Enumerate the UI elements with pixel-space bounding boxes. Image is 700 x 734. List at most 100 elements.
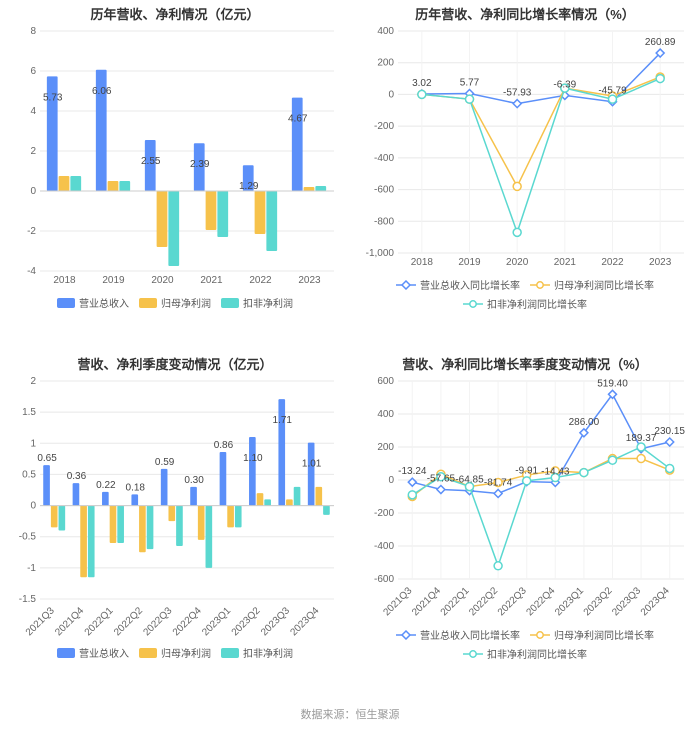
legend-swatch bbox=[530, 280, 550, 290]
legend-swatch bbox=[396, 280, 416, 290]
legend-br: 营业总收入同比增长率 归母净利润同比增长率扣非净利润同比增长率 bbox=[354, 627, 696, 661]
svg-text:2021Q4: 2021Q4 bbox=[53, 605, 86, 638]
svg-text:1.10: 1.10 bbox=[243, 453, 263, 464]
legend-label: 扣非净利润同比增长率 bbox=[487, 646, 587, 661]
svg-text:0.5: 0.5 bbox=[22, 469, 36, 480]
legend-label: 营业总收入同比增长率 bbox=[420, 277, 520, 292]
svg-text:2022Q2: 2022Q2 bbox=[112, 605, 145, 638]
svg-text:2022Q4: 2022Q4 bbox=[524, 585, 557, 618]
panel-quarterly-growth: 营收、净利同比增长率季度变动情况（%） -600-400-20002004006… bbox=[350, 350, 700, 700]
svg-text:-400: -400 bbox=[374, 541, 394, 552]
legend-swatch bbox=[221, 298, 239, 308]
svg-text:0.18: 0.18 bbox=[126, 482, 146, 493]
legend-item: 营业总收入 bbox=[57, 645, 129, 660]
legend-label: 归母净利润同比增长率 bbox=[554, 627, 654, 642]
chart-tr: -1,000-800-600-400-200020040020182019202… bbox=[354, 25, 696, 275]
legend-label: 营业总收入 bbox=[79, 645, 129, 660]
chart-bl: -1.5-1-0.500.511.522021Q32021Q42022Q1202… bbox=[4, 375, 346, 643]
svg-text:0.22: 0.22 bbox=[96, 480, 116, 491]
data-source-footer: 数据来源：恒生聚源 bbox=[0, 700, 700, 722]
svg-text:1.5: 1.5 bbox=[22, 407, 36, 418]
legend-swatch bbox=[221, 648, 239, 658]
legend-item: 扣非净利润 bbox=[221, 645, 293, 660]
svg-text:2022Q3: 2022Q3 bbox=[141, 605, 174, 638]
svg-text:-9.91: -9.91 bbox=[515, 466, 538, 477]
svg-text:2019: 2019 bbox=[458, 257, 481, 268]
svg-text:-600: -600 bbox=[374, 574, 394, 585]
panel-annual-growth: 历年营收、净利同比增长率情况（%） -1,000-800-600-400-200… bbox=[350, 0, 700, 350]
svg-text:2020: 2020 bbox=[151, 275, 174, 286]
legend-item: 归母净利润同比增长率 bbox=[530, 627, 654, 642]
legend-item: 扣非净利润 bbox=[221, 295, 293, 310]
svg-text:2023Q4: 2023Q4 bbox=[288, 605, 321, 638]
svg-text:0.30: 0.30 bbox=[184, 475, 204, 486]
svg-text:-2: -2 bbox=[27, 226, 36, 237]
svg-text:1.01: 1.01 bbox=[302, 459, 322, 470]
legend-label: 扣非净利润 bbox=[243, 295, 293, 310]
svg-text:2023Q2: 2023Q2 bbox=[582, 585, 615, 618]
legend-label: 归母净利润同比增长率 bbox=[554, 277, 654, 292]
legend-label: 扣非净利润同比增长率 bbox=[487, 296, 587, 311]
svg-text:0.59: 0.59 bbox=[155, 457, 175, 468]
svg-text:-81.74: -81.74 bbox=[484, 477, 513, 488]
svg-text:5.77: 5.77 bbox=[460, 78, 480, 89]
svg-text:-4: -4 bbox=[27, 266, 36, 277]
panel-title: 营收、净利季度变动情况（亿元） bbox=[4, 354, 346, 373]
svg-text:2023Q3: 2023Q3 bbox=[610, 585, 643, 618]
legend-swatch bbox=[57, 648, 75, 658]
svg-text:2022Q1: 2022Q1 bbox=[83, 605, 116, 638]
legend-tr: 营业总收入同比增长率 归母净利润同比增长率扣非净利润同比增长率 bbox=[354, 277, 696, 311]
svg-text:2021Q3: 2021Q3 bbox=[381, 585, 414, 618]
svg-text:400: 400 bbox=[377, 26, 394, 37]
legend-swatch bbox=[57, 298, 75, 308]
panel-annual-revenue: 历年营收、净利情况（亿元） -4-20246820182019202020212… bbox=[0, 0, 350, 350]
svg-text:2022Q2: 2022Q2 bbox=[467, 585, 500, 618]
legend-item: 营业总收入 bbox=[57, 295, 129, 310]
svg-text:2022Q4: 2022Q4 bbox=[171, 605, 204, 638]
svg-text:2023Q2: 2023Q2 bbox=[230, 605, 263, 638]
svg-text:0: 0 bbox=[30, 186, 36, 197]
legend-item: 归母净利润 bbox=[139, 645, 211, 660]
legend-label: 归母净利润 bbox=[161, 645, 211, 660]
legend-swatch bbox=[530, 630, 550, 640]
svg-text:200: 200 bbox=[377, 442, 394, 453]
svg-text:0: 0 bbox=[388, 89, 394, 100]
svg-text:2: 2 bbox=[30, 146, 36, 157]
svg-text:2022Q3: 2022Q3 bbox=[496, 585, 529, 618]
panel-quarterly-revenue: 营收、净利季度变动情况（亿元） -1.5-1-0.500.511.522021Q… bbox=[0, 350, 350, 700]
svg-text:-800: -800 bbox=[374, 216, 394, 227]
svg-text:2018: 2018 bbox=[411, 257, 434, 268]
svg-text:4.67: 4.67 bbox=[288, 114, 308, 125]
svg-text:2021: 2021 bbox=[554, 257, 577, 268]
svg-text:260.89: 260.89 bbox=[645, 37, 676, 48]
svg-text:2: 2 bbox=[30, 376, 36, 387]
svg-text:2.39: 2.39 bbox=[190, 159, 210, 170]
svg-text:2021: 2021 bbox=[200, 275, 223, 286]
svg-text:-1.5: -1.5 bbox=[19, 594, 37, 605]
svg-text:286.00: 286.00 bbox=[569, 417, 600, 428]
legend-swatch bbox=[396, 630, 416, 640]
svg-text:-57.65: -57.65 bbox=[427, 474, 456, 485]
svg-text:0.86: 0.86 bbox=[214, 440, 234, 451]
panel-title: 营收、净利同比增长率季度变动情况（%） bbox=[354, 354, 696, 373]
legend-swatch bbox=[139, 648, 157, 658]
svg-text:1: 1 bbox=[30, 438, 36, 449]
svg-text:2023: 2023 bbox=[298, 275, 321, 286]
svg-text:2021Q3: 2021Q3 bbox=[24, 605, 57, 638]
svg-text:2022Q1: 2022Q1 bbox=[439, 585, 472, 618]
svg-text:519.40: 519.40 bbox=[597, 378, 628, 389]
svg-text:2023Q1: 2023Q1 bbox=[553, 585, 586, 618]
panel-title: 历年营收、净利情况（亿元） bbox=[4, 4, 346, 23]
legend-item: 营业总收入同比增长率 bbox=[396, 627, 520, 642]
svg-text:-1,000: -1,000 bbox=[366, 248, 395, 259]
legend-item: 扣非净利润同比增长率 bbox=[463, 296, 587, 311]
svg-text:2.55: 2.55 bbox=[141, 156, 161, 167]
legend-bl: 营业总收入 归母净利润 扣非净利润 bbox=[4, 645, 346, 660]
chart-br: -600-400-20002004006002021Q32021Q42022Q1… bbox=[354, 375, 696, 625]
svg-text:2022: 2022 bbox=[601, 257, 624, 268]
panel-title: 历年营收、净利同比增长率情况（%） bbox=[354, 4, 696, 23]
legend-label: 扣非净利润 bbox=[243, 645, 293, 660]
svg-text:-45.79: -45.79 bbox=[598, 86, 627, 97]
svg-text:2021Q4: 2021Q4 bbox=[410, 585, 443, 618]
svg-text:0.36: 0.36 bbox=[67, 471, 87, 482]
